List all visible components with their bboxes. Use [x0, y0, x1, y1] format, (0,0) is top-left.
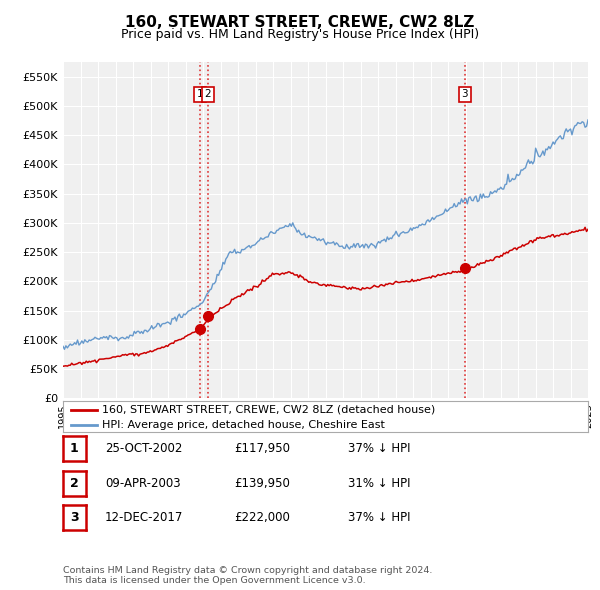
Text: £117,950: £117,950 — [234, 442, 290, 455]
Text: 31% ↓ HPI: 31% ↓ HPI — [348, 477, 410, 490]
Text: 1: 1 — [197, 89, 203, 99]
Text: 2: 2 — [70, 477, 79, 490]
Text: 12-DEC-2017: 12-DEC-2017 — [105, 511, 184, 524]
Text: 1: 1 — [70, 442, 79, 455]
Text: 37% ↓ HPI: 37% ↓ HPI — [348, 511, 410, 524]
Text: Contains HM Land Registry data © Crown copyright and database right 2024.
This d: Contains HM Land Registry data © Crown c… — [63, 566, 433, 585]
Text: Price paid vs. HM Land Registry's House Price Index (HPI): Price paid vs. HM Land Registry's House … — [121, 28, 479, 41]
Text: £222,000: £222,000 — [234, 511, 290, 524]
Text: £139,950: £139,950 — [234, 477, 290, 490]
Text: 09-APR-2003: 09-APR-2003 — [105, 477, 181, 490]
Text: 2: 2 — [205, 89, 211, 99]
Text: 37% ↓ HPI: 37% ↓ HPI — [348, 442, 410, 455]
Text: 160, STEWART STREET, CREWE, CW2 8LZ: 160, STEWART STREET, CREWE, CW2 8LZ — [125, 15, 475, 30]
Text: 3: 3 — [461, 89, 468, 99]
Text: HPI: Average price, detached house, Cheshire East: HPI: Average price, detached house, Ches… — [103, 420, 385, 430]
Text: 25-OCT-2002: 25-OCT-2002 — [105, 442, 182, 455]
Text: 3: 3 — [70, 511, 79, 524]
Text: 160, STEWART STREET, CREWE, CW2 8LZ (detached house): 160, STEWART STREET, CREWE, CW2 8LZ (det… — [103, 405, 436, 415]
